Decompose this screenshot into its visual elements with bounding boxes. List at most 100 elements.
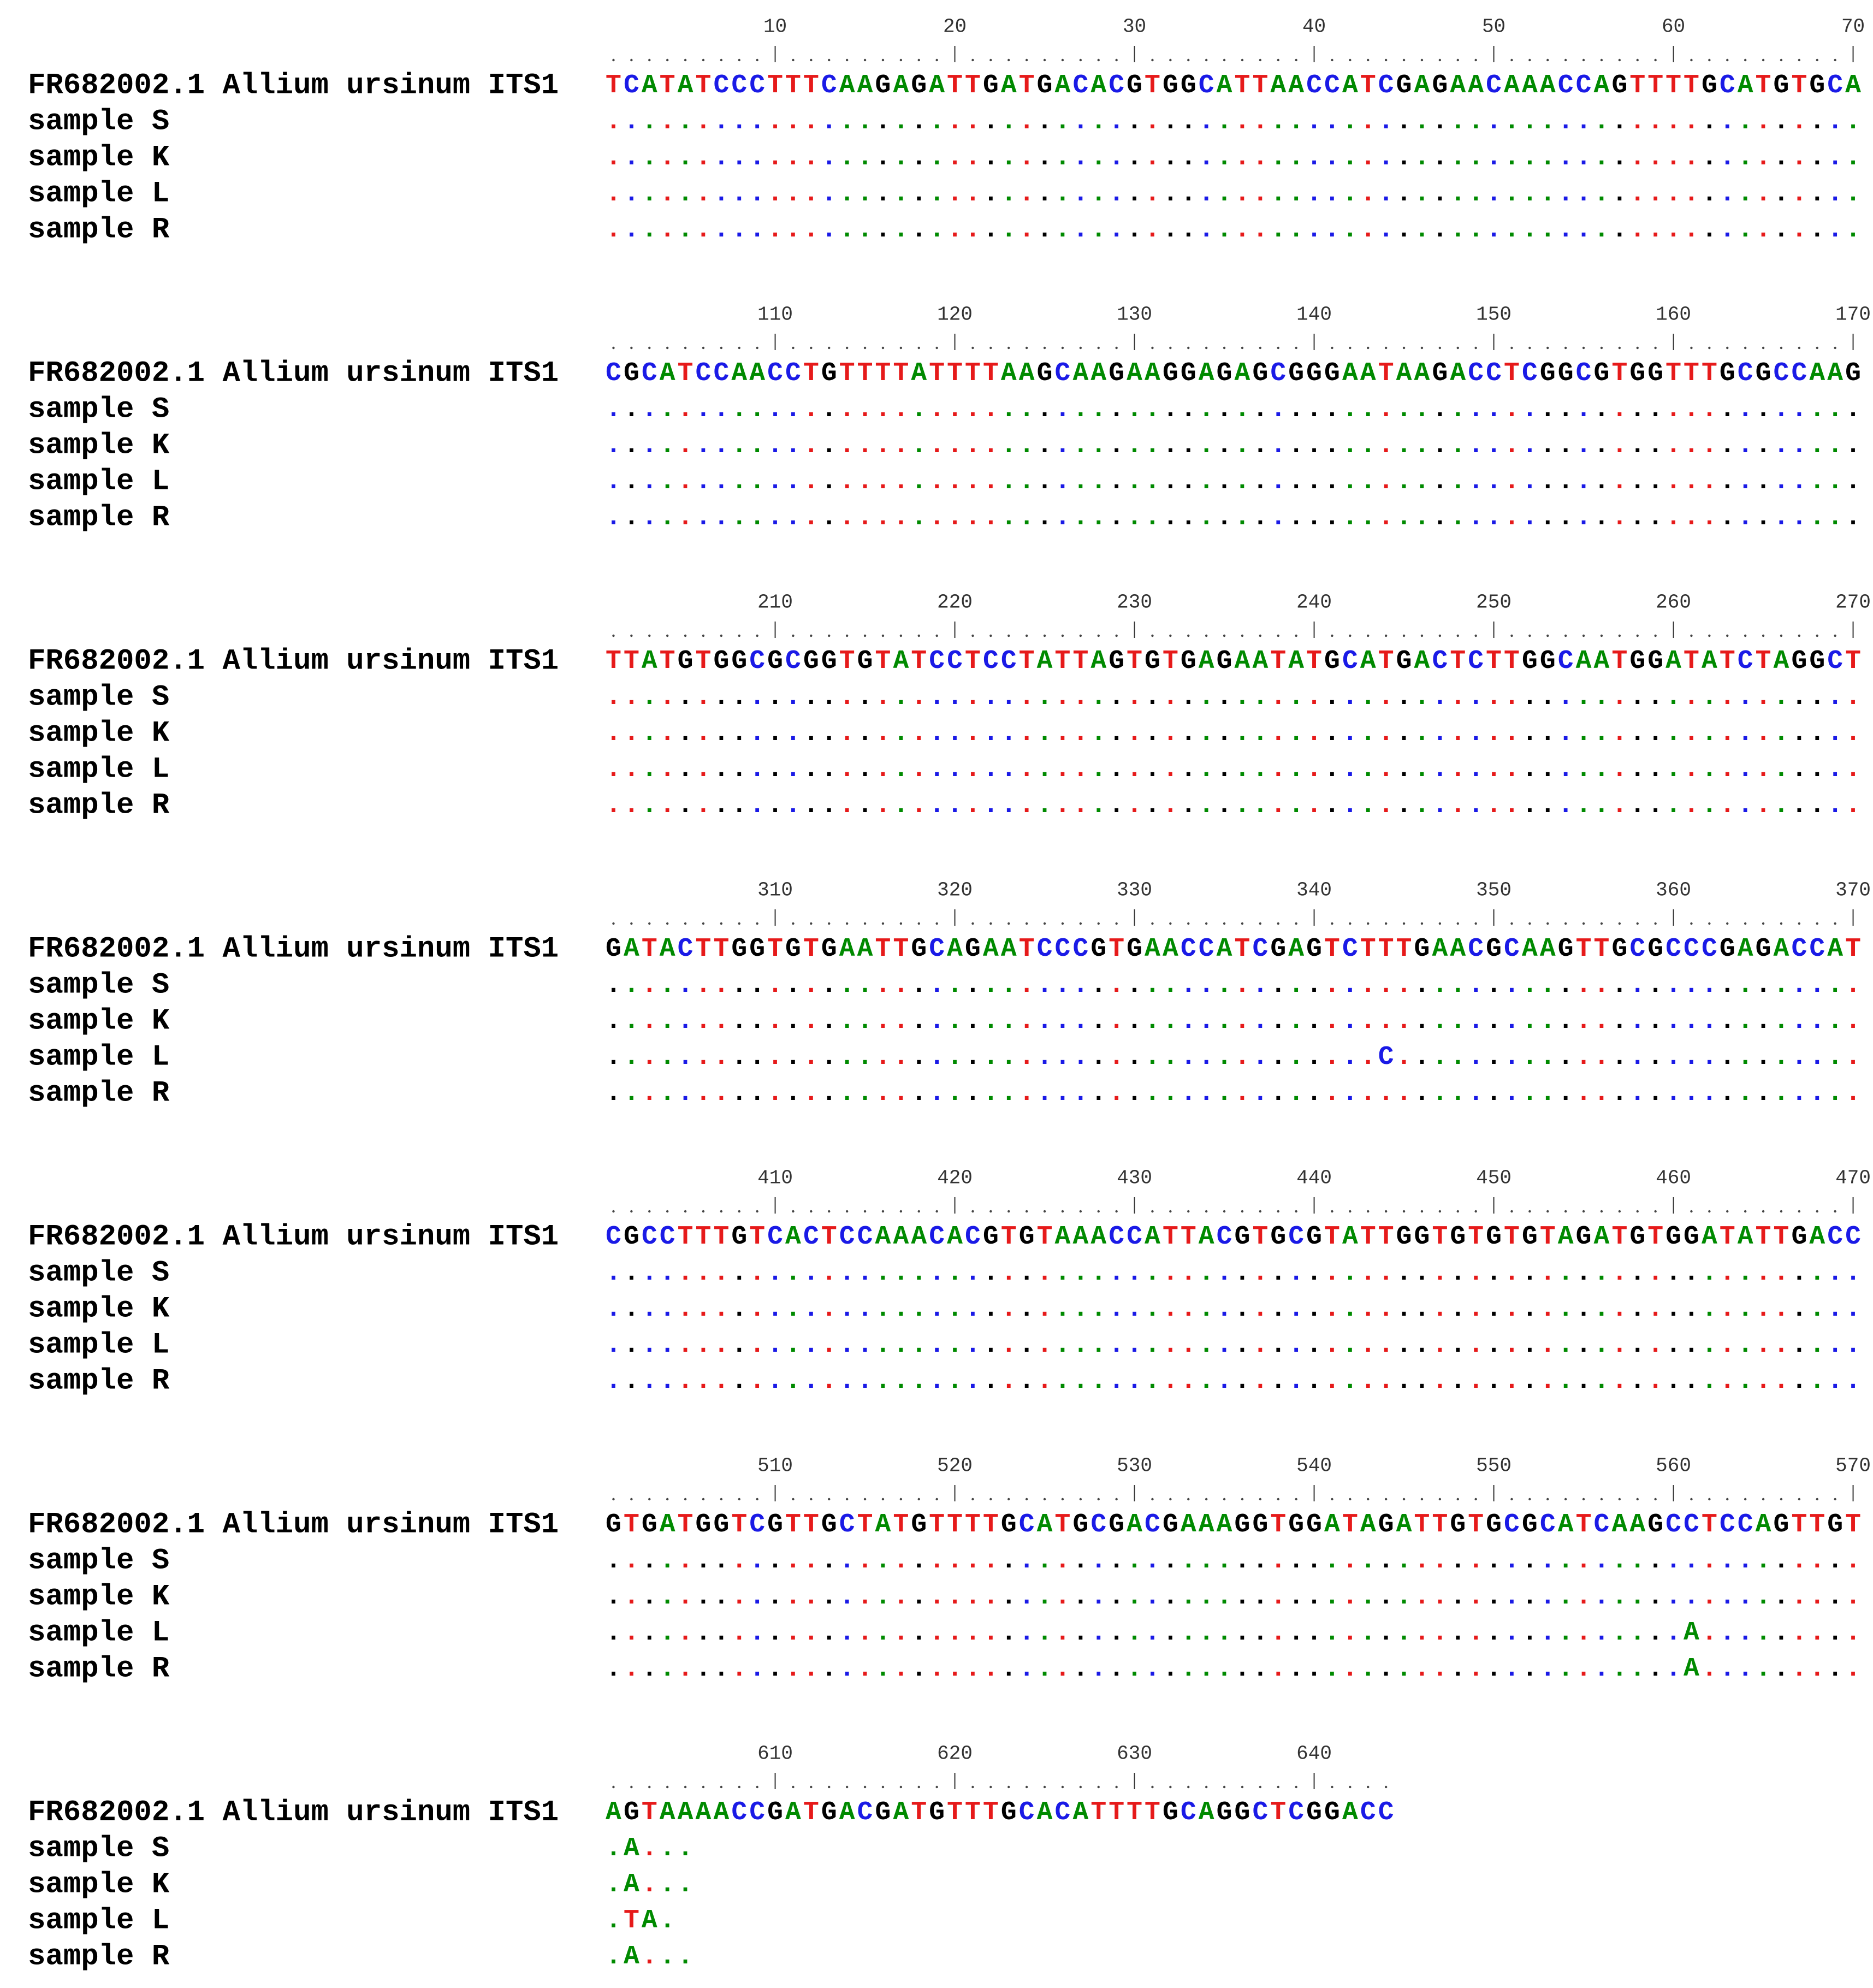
base: . bbox=[1720, 1330, 1735, 1360]
ruler-dot bbox=[702, 346, 705, 350]
base: T bbox=[1090, 1798, 1106, 1827]
base: . bbox=[947, 683, 963, 712]
base: . bbox=[767, 1258, 783, 1288]
base: . bbox=[749, 431, 765, 460]
base: . bbox=[1037, 143, 1053, 173]
base: . bbox=[1611, 503, 1627, 532]
base: . bbox=[1145, 1007, 1160, 1036]
base: A bbox=[1090, 359, 1106, 388]
base: G bbox=[1396, 71, 1412, 100]
base: . bbox=[1576, 1366, 1592, 1396]
base: . bbox=[1288, 215, 1304, 245]
base: T bbox=[1791, 71, 1807, 100]
row-label: FR682002.1 Allium ursinum ITS1 bbox=[28, 357, 559, 390]
base: . bbox=[1072, 1546, 1088, 1576]
base: . bbox=[1576, 1007, 1592, 1036]
base: . bbox=[1199, 107, 1214, 137]
base: . bbox=[606, 1366, 621, 1396]
base: C bbox=[1684, 934, 1699, 964]
base: . bbox=[660, 1007, 675, 1036]
base: . bbox=[1702, 395, 1717, 424]
base: . bbox=[929, 1294, 945, 1324]
base: G bbox=[713, 1510, 729, 1540]
base: . bbox=[1217, 1582, 1232, 1612]
base: . bbox=[1090, 143, 1106, 173]
base: . bbox=[1432, 1546, 1448, 1576]
base: . bbox=[1665, 1654, 1681, 1684]
base: . bbox=[1684, 1043, 1699, 1072]
base: . bbox=[1647, 107, 1663, 137]
base: . bbox=[947, 1007, 963, 1036]
base: . bbox=[1378, 503, 1394, 532]
ruler-dot bbox=[1241, 922, 1244, 925]
base: T bbox=[1109, 934, 1124, 964]
base: . bbox=[1558, 107, 1574, 137]
base: . bbox=[1360, 1330, 1376, 1360]
base: A bbox=[1342, 359, 1358, 388]
base: G bbox=[1629, 647, 1645, 676]
base: . bbox=[1090, 1258, 1106, 1288]
ruler-dot bbox=[1349, 1785, 1352, 1789]
base: T bbox=[803, 1510, 819, 1540]
base: . bbox=[1235, 1294, 1250, 1324]
base: . bbox=[1540, 107, 1556, 137]
base: . bbox=[767, 215, 783, 245]
base: . bbox=[1486, 1366, 1502, 1396]
ruler-number: 160 bbox=[1656, 304, 1691, 326]
ruler-dot bbox=[1025, 922, 1028, 925]
base: . bbox=[1342, 719, 1358, 748]
base: . bbox=[1558, 1330, 1574, 1360]
ruler-dot bbox=[630, 922, 633, 925]
base: . bbox=[1235, 1007, 1250, 1036]
base: C bbox=[1072, 934, 1088, 964]
base: . bbox=[857, 1258, 873, 1288]
ruler-dot bbox=[845, 1785, 849, 1789]
base: . bbox=[1324, 1618, 1340, 1648]
ruler-number: 110 bbox=[757, 304, 793, 326]
base: . bbox=[660, 1834, 675, 1863]
base: . bbox=[1001, 1582, 1017, 1612]
base: . bbox=[1809, 1546, 1825, 1576]
base: . bbox=[1629, 143, 1645, 173]
ruler-dot bbox=[1438, 346, 1442, 350]
ruler-dot bbox=[1259, 1210, 1262, 1213]
base: . bbox=[1522, 1079, 1538, 1108]
base: . bbox=[1235, 395, 1250, 424]
base: C bbox=[642, 359, 657, 388]
base: . bbox=[1235, 683, 1250, 712]
base: . bbox=[1809, 971, 1825, 1000]
base: . bbox=[1738, 719, 1753, 748]
ruler-dot bbox=[1834, 1210, 1836, 1213]
base: . bbox=[1684, 1582, 1699, 1612]
ruler-dot bbox=[1241, 346, 1244, 350]
base: . bbox=[1270, 683, 1286, 712]
base: . bbox=[1720, 683, 1735, 712]
base: . bbox=[1072, 1294, 1088, 1324]
ruler-number: 60 bbox=[1662, 16, 1685, 38]
base: C bbox=[1252, 1798, 1268, 1827]
ruler-dot bbox=[702, 58, 705, 62]
base: . bbox=[749, 1654, 765, 1684]
base: A bbox=[893, 647, 909, 676]
base: C bbox=[1684, 1510, 1699, 1540]
base: . bbox=[803, 1618, 819, 1648]
base: . bbox=[1217, 1258, 1232, 1288]
base: . bbox=[1738, 1330, 1753, 1360]
base: T bbox=[1414, 1510, 1430, 1540]
row-label: sample L bbox=[28, 1904, 169, 1937]
base: . bbox=[696, 1546, 712, 1576]
base: . bbox=[1827, 1007, 1843, 1036]
base: . bbox=[1791, 719, 1807, 748]
base: . bbox=[1324, 467, 1340, 496]
base: A bbox=[875, 1510, 891, 1540]
base: . bbox=[1791, 791, 1807, 820]
ruler-dot bbox=[684, 1498, 687, 1501]
base: T bbox=[1306, 647, 1322, 676]
base: . bbox=[1845, 431, 1861, 460]
base: C bbox=[696, 359, 712, 388]
base: . bbox=[1145, 1582, 1160, 1612]
base: . bbox=[1504, 1366, 1520, 1396]
ruler-dot bbox=[792, 1785, 795, 1789]
base: . bbox=[1845, 755, 1861, 784]
base: . bbox=[965, 1366, 981, 1396]
